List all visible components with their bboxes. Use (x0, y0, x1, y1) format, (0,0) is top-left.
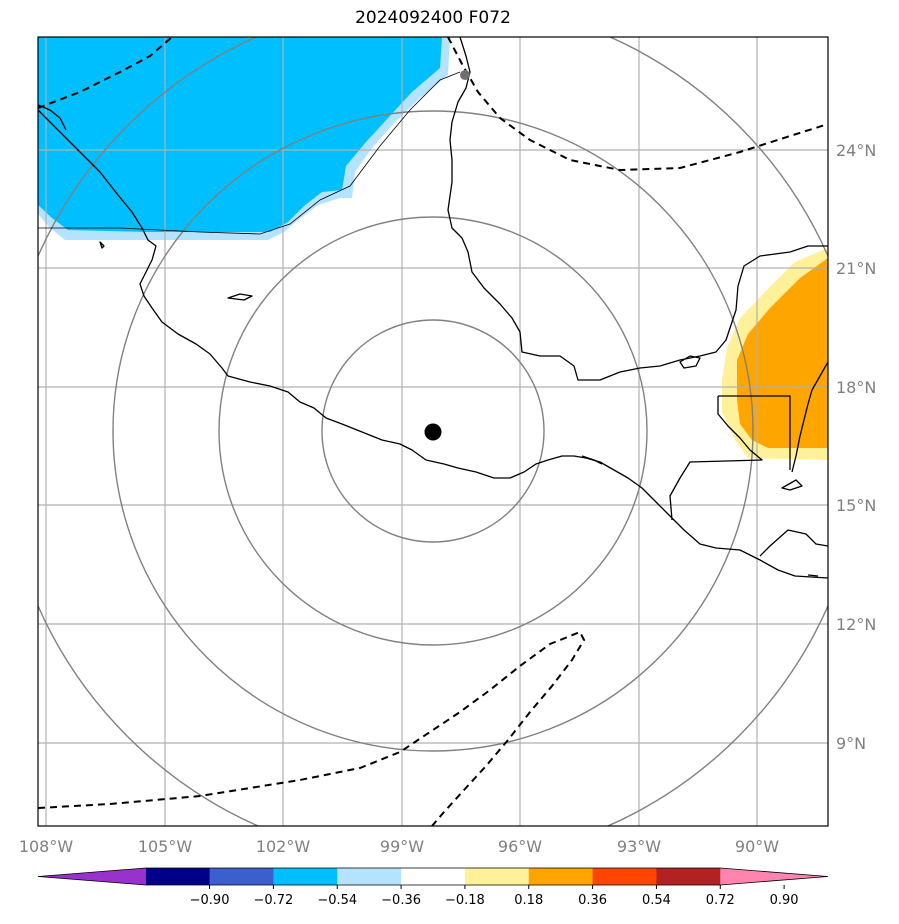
dashed-contours (38, 37, 828, 826)
colorbar-segment (592, 868, 657, 885)
colorbar: −0.90 −0.72 −0.54 −0.36 −0.18 0.18 0.36 0.54 0.7… (37, 867, 829, 908)
colorbar-tick-label: −0.72 (253, 893, 293, 908)
lon-label: 108°W (19, 837, 74, 856)
lat-label: 9°N (836, 734, 866, 753)
colorbar-outline (37, 867, 829, 886)
colorbar-tick-label: −0.36 (381, 893, 421, 908)
lat-label: 15°N (836, 496, 876, 515)
lat-label: 24°N (836, 141, 876, 160)
lon-label: 105°W (138, 837, 193, 856)
map-frame (37, 36, 829, 827)
colorbar-segment (656, 868, 721, 885)
graticule (38, 37, 828, 826)
colorbar-segment (464, 868, 530, 885)
lat-label: 18°N (836, 378, 876, 397)
colorbar-segment (145, 868, 211, 885)
colorbar-tick-label: −0.54 (317, 893, 357, 908)
range-rings (38, 37, 828, 826)
colorbar-segment (209, 868, 274, 885)
colorbar-segment (337, 868, 402, 885)
lon-label: 102°W (256, 837, 311, 856)
negative-anomaly-fill (38, 37, 442, 232)
longitude-labels: 108°W 105°W 102°W 99°W 96°W 93°W 90°W (19, 837, 779, 856)
colorbar-tick-label: −0.90 (190, 893, 230, 908)
colorbar-tick-label: 0.18 (514, 893, 543, 908)
latitude-labels: 24°N 21°N 18°N 15°N 12°N 9°N (836, 141, 876, 753)
colorbar-segment (401, 868, 466, 885)
map-title: 2024092400 F072 (355, 8, 511, 28)
colorbar-tick-label: 0.36 (578, 893, 607, 908)
lon-label: 90°W (735, 837, 779, 856)
lon-label: 99°W (380, 837, 424, 856)
lon-label: 93°W (617, 837, 661, 856)
colorbar-tick-label: 0.54 (642, 893, 671, 908)
colorbar-extend-high (720, 868, 828, 885)
colorbar-tick-label: 0.90 (770, 893, 799, 908)
lat-label: 12°N (836, 615, 876, 634)
positive-anomaly-fill (737, 258, 828, 448)
colorbar-tick-label: 0.72 (706, 893, 735, 908)
us-mexico-border (38, 71, 461, 235)
secondary-marker (460, 70, 470, 80)
colorbar-tick-label: −0.18 (445, 893, 485, 908)
coastlines (38, 37, 828, 579)
colorbar-segment (528, 868, 594, 885)
storm-center-marker (424, 423, 442, 441)
lat-label: 21°N (836, 259, 876, 278)
lon-label: 96°W (498, 837, 542, 856)
map-area (38, 37, 828, 826)
colorbar-segment (273, 868, 338, 885)
colorbar-extend-low (38, 868, 146, 885)
